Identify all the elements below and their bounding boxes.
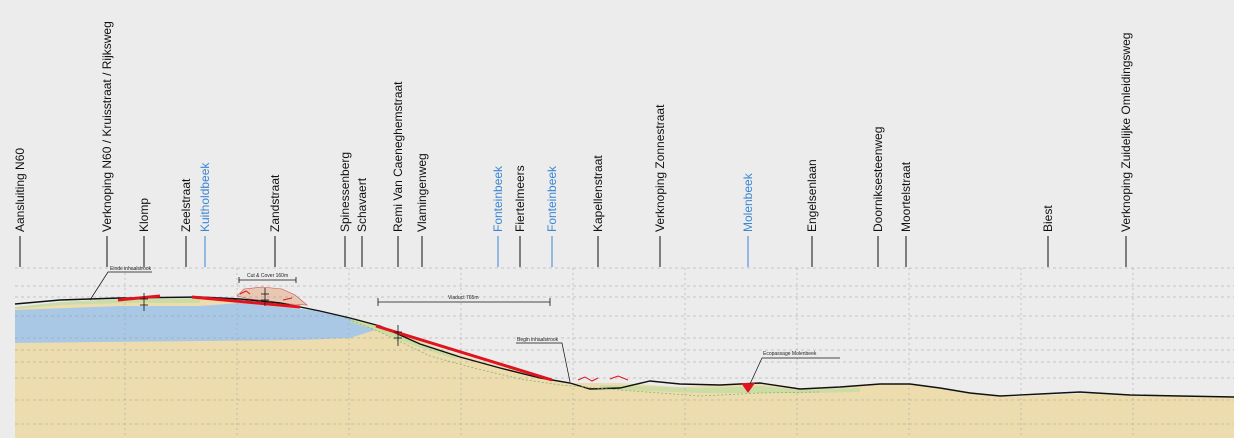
groundwater-layer bbox=[15, 303, 375, 343]
end-trench-label: Einde inhaalstrook bbox=[110, 266, 152, 272]
road-label: Verknoping Zuidelijke Omleidingsweg bbox=[1119, 33, 1133, 232]
grass-strip bbox=[600, 385, 860, 393]
start-trench-leader bbox=[516, 342, 571, 383]
road-label: Remi Van Caeneghemstraat bbox=[391, 81, 405, 232]
road-label: Verknoping Zonnestraat bbox=[653, 104, 667, 232]
road-label: Verknoping N60 / Kruisstraat / Rijksweg bbox=[100, 21, 114, 232]
road-label: Kapellenstraat bbox=[591, 155, 605, 232]
grass-strip bbox=[15, 298, 200, 309]
soil-boundary-line bbox=[344, 317, 821, 397]
road-label: Klomp bbox=[137, 198, 151, 232]
location-labels: Aansluiting N60 Verknoping N60 / Kruisstr… bbox=[13, 21, 1133, 267]
road-label: Aansluiting N60 bbox=[13, 148, 27, 232]
road-label: Vlamingenweg bbox=[415, 153, 429, 232]
reference-grid bbox=[15, 267, 1234, 425]
station-grid bbox=[124, 268, 1134, 438]
road-label: Engelsenlaan bbox=[805, 159, 819, 232]
road-label: Schavaert bbox=[355, 177, 369, 232]
viaduct-dimension bbox=[377, 298, 551, 306]
stream-label: Molenbeek bbox=[741, 172, 755, 232]
road-label: Zandstraat bbox=[268, 174, 282, 232]
cut-cover-mound bbox=[236, 286, 308, 306]
red-segments bbox=[239, 290, 629, 382]
cut-cover-dimension bbox=[238, 277, 297, 283]
road-label: Moortelstraat bbox=[899, 161, 913, 232]
ecopassage-label: Ecopassage Molenbeek bbox=[763, 351, 817, 357]
road-label: Spinessenberg bbox=[338, 152, 352, 232]
ecopassage-marker bbox=[741, 383, 755, 393]
stream-label: Fonteinbeek bbox=[491, 165, 505, 232]
stream-label: Fonteinbeek bbox=[545, 165, 559, 232]
road-label: Doorniksesteenweg bbox=[871, 127, 885, 232]
road-label: Biest bbox=[1041, 205, 1055, 232]
road-label: Fiertelmeers bbox=[513, 165, 527, 232]
start-trench-label: Begin inhaalstrook bbox=[517, 337, 559, 343]
viaduct-label: Viaduct 765m bbox=[448, 295, 478, 301]
stream-label: Kuitholdbeek bbox=[198, 162, 212, 232]
road-label: Zeelstraat bbox=[179, 178, 193, 232]
tunnel-sections bbox=[117, 294, 553, 382]
end-trench-leader bbox=[89, 271, 152, 301]
ecopassage-leader bbox=[749, 357, 840, 385]
cut-cover-label: Cut & Cover 160m bbox=[247, 273, 288, 279]
dimension-marks bbox=[140, 288, 402, 346]
